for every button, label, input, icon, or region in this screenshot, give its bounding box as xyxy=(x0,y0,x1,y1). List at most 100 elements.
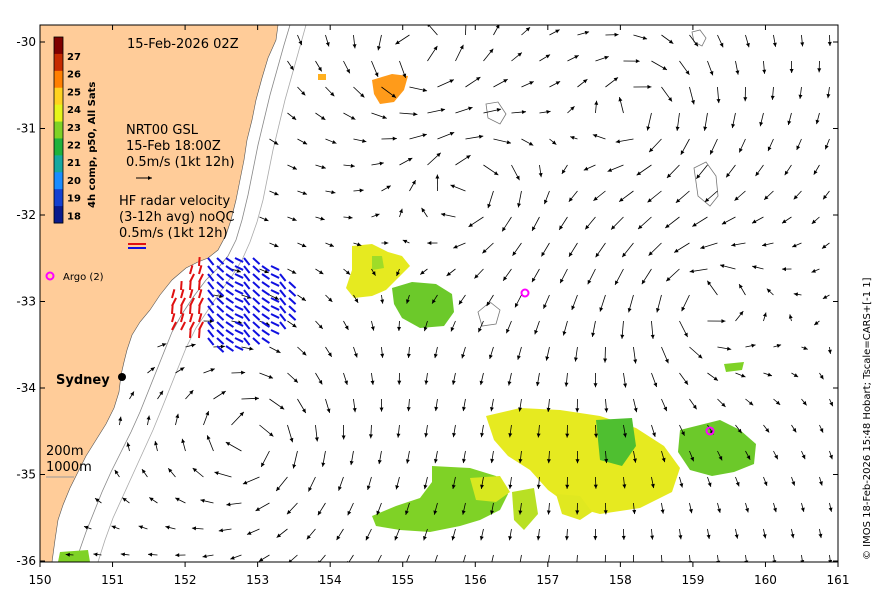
current-vector-head xyxy=(680,150,685,155)
x-tick-label: 154 xyxy=(319,573,342,587)
current-vector-head xyxy=(700,245,705,250)
colorbar-tick-label: 23 xyxy=(67,123,81,134)
current-vector-head xyxy=(446,271,451,276)
current-vector-head xyxy=(495,25,500,29)
sst-patch xyxy=(556,494,592,520)
current-vector-head xyxy=(507,381,512,386)
colorbar-segment xyxy=(54,70,63,89)
current-vector-head xyxy=(813,170,818,175)
radar-legend-title: HF radar velocity xyxy=(119,194,231,209)
current-vector-head xyxy=(829,454,833,460)
current-vector-head xyxy=(518,407,523,412)
current-vector-head xyxy=(718,455,723,461)
radar-vector xyxy=(279,289,287,298)
current-vector-head xyxy=(593,536,598,541)
colorbar-segment xyxy=(54,87,63,106)
current-vector-head xyxy=(762,242,767,247)
sst-patch xyxy=(372,256,384,270)
radar-vector xyxy=(234,345,244,351)
current-vector-head xyxy=(694,41,699,47)
radar-vector xyxy=(207,297,215,306)
current-vector-head xyxy=(301,243,307,248)
current-vector-head xyxy=(352,407,357,413)
current-vector-head xyxy=(819,374,824,380)
current-vector-head xyxy=(468,222,473,227)
current-vector-head xyxy=(737,428,742,434)
colorbar-tick-label: 24 xyxy=(67,105,81,116)
radar-vector xyxy=(234,281,244,287)
sst-patch xyxy=(724,362,744,372)
current-vector-head xyxy=(632,509,637,515)
current-vector-head xyxy=(814,321,819,326)
current-vector-head xyxy=(800,42,805,47)
current-vector-head xyxy=(782,219,787,224)
current-vector-head xyxy=(828,507,833,512)
current-vector-head xyxy=(423,535,427,541)
current-vector-head xyxy=(321,165,326,169)
current-vector xyxy=(519,554,522,562)
current-vector-head xyxy=(613,77,619,82)
current-vector-head xyxy=(427,25,431,28)
current-vector-head xyxy=(192,468,198,473)
radar-vector xyxy=(189,273,195,283)
radar-vector xyxy=(198,313,203,323)
radar-vector xyxy=(261,337,270,344)
current-vector-head xyxy=(423,326,428,332)
current-vector-head xyxy=(407,157,413,162)
radar-vector xyxy=(216,265,225,273)
current-vector-head xyxy=(666,277,671,282)
current-vector-head xyxy=(781,267,787,272)
current-vector-head xyxy=(790,533,795,539)
current-vector-head xyxy=(449,132,455,136)
current-vector-head xyxy=(716,98,721,104)
current-vector-head xyxy=(150,367,155,372)
current-vector-head xyxy=(189,390,194,395)
current-vector-head xyxy=(111,525,116,530)
current-vector-head xyxy=(247,531,252,535)
current-vector-head xyxy=(258,557,264,562)
x-tick-label: 157 xyxy=(536,573,559,587)
current-vector-head xyxy=(395,40,400,45)
current-vector-head xyxy=(674,248,679,253)
radar-vector xyxy=(225,305,234,312)
current-vector-head xyxy=(449,79,454,84)
radar-vector xyxy=(171,313,176,323)
current-vector-head xyxy=(488,354,493,360)
colorbar-tick-label: 22 xyxy=(67,141,81,152)
current-vector-head xyxy=(514,302,519,308)
current-vector-head xyxy=(120,552,125,557)
current-vector-head xyxy=(621,535,626,540)
current-vector-head xyxy=(347,510,352,516)
sst-colorbar: 27 26 25 24 23 22 21 20 19 18 4h comp, p50, All S… xyxy=(53,36,98,224)
current-vector-head xyxy=(546,109,551,114)
current-vector-head xyxy=(402,239,408,244)
radar-legend-scale: 0.5m/s (1kt 12h) xyxy=(119,226,228,241)
current-vector-head xyxy=(320,115,326,120)
current-vector-head xyxy=(721,402,726,407)
radar-vector xyxy=(261,289,270,296)
current-vector-head xyxy=(320,216,325,221)
current-vector-head xyxy=(793,373,799,378)
current-vector-head xyxy=(719,42,724,48)
current-vector-head xyxy=(731,123,736,129)
current-vector-head xyxy=(633,359,638,364)
radar-vector xyxy=(252,329,261,337)
current-vector-head xyxy=(317,66,322,72)
current-vector-head xyxy=(561,169,566,174)
current-vector-head xyxy=(476,77,481,81)
current-vector-head xyxy=(391,93,396,98)
radar-vector xyxy=(243,265,251,274)
radar-vector xyxy=(216,297,225,305)
colorbar-tick-label: 27 xyxy=(67,52,81,63)
current-vector-head xyxy=(534,329,539,335)
current-vector-head xyxy=(541,252,546,257)
y-tick-label: -32 xyxy=(16,208,36,222)
radar-vector xyxy=(234,313,244,319)
current-vector-head xyxy=(662,66,667,70)
current-vector xyxy=(801,554,803,562)
radar-vector xyxy=(180,289,185,299)
radar-vector xyxy=(189,304,192,315)
radar-vector xyxy=(252,289,261,297)
current-vector-head xyxy=(420,270,425,275)
radar-vector xyxy=(189,280,192,291)
